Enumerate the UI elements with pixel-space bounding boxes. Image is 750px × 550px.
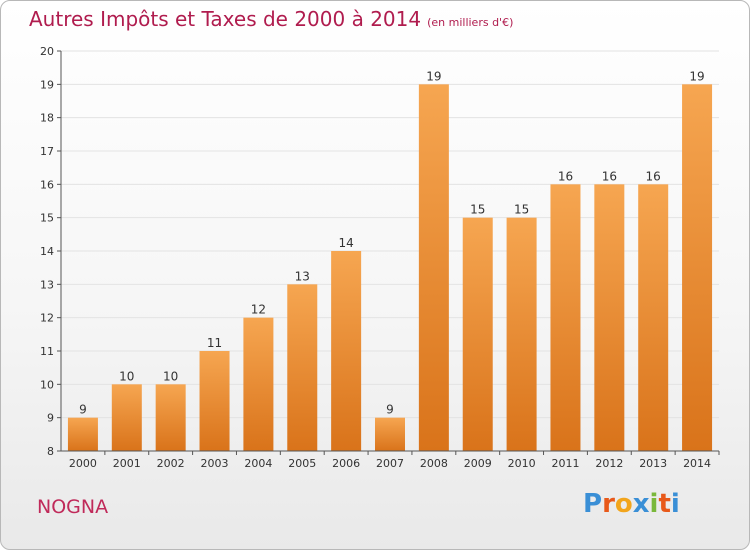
bar-data-label: 16 — [646, 169, 661, 183]
bar-data-label: 11 — [207, 336, 222, 350]
x-tick-label: 2009 — [464, 457, 492, 470]
x-tick-label: 2003 — [201, 457, 229, 470]
logo-letter: P — [583, 489, 603, 519]
y-tick-label: 12 — [40, 312, 54, 325]
y-tick-label: 17 — [40, 145, 54, 158]
data-labels: 9 10 10 11 12 13 14 9 19 15 15 16 16 16 19 — [79, 69, 705, 416]
bar — [243, 317, 274, 451]
bar — [199, 351, 230, 451]
y-tick-label: 9 — [47, 412, 54, 425]
bar-data-label: 9 — [386, 403, 394, 417]
logo-letter: r — [602, 489, 615, 519]
bar — [594, 184, 625, 452]
place-name: NOGNA — [37, 496, 109, 518]
bar — [550, 184, 581, 452]
logo-letter: t — [658, 489, 671, 519]
bar-data-label: 10 — [163, 369, 178, 383]
y-tick-label: 18 — [40, 112, 54, 125]
x-tick-labels: 2000 2001 2002 2003 2004 2005 2006 2007 2008 2009… — [69, 457, 711, 470]
bar — [111, 384, 142, 451]
y-tick-labels: 8 9 10 11 12 13 14 15 16 17 18 19 20 — [40, 45, 54, 458]
x-tick-label: 2001 — [113, 457, 141, 470]
bar — [67, 417, 98, 451]
x-tick-label: 2005 — [288, 457, 316, 470]
chart-subtitle: (en milliers d'€) — [427, 16, 514, 29]
x-tick-label: 2012 — [595, 457, 623, 470]
x-tick-label: 2011 — [551, 457, 579, 470]
bar — [375, 417, 405, 451]
logo-letter: i — [670, 489, 680, 519]
chart-title: Autres Impôts et Taxes de 2000 à 2014 (en… — [29, 7, 513, 31]
bar — [418, 84, 449, 451]
chart-title-text: Autres Impôts et Taxes de 2000 à 2014 — [29, 7, 422, 31]
x-tick-label: 2000 — [69, 457, 97, 470]
bar-data-label: 12 — [251, 303, 266, 317]
y-tick-label: 8 — [47, 445, 54, 458]
bars — [67, 84, 713, 452]
x-tick-label: 2007 — [376, 457, 404, 470]
axes — [57, 50, 720, 455]
proxiti-logo: Proxiti — [583, 489, 680, 519]
x-tick-label: 2006 — [332, 457, 360, 470]
bar-data-label: 15 — [514, 203, 529, 217]
x-tick-label: 2004 — [244, 457, 272, 470]
bar-data-label: 19 — [689, 69, 704, 83]
y-tick-label: 10 — [40, 378, 54, 391]
bar-data-label: 10 — [119, 369, 134, 383]
bar-data-label: 15 — [470, 203, 485, 217]
y-tick-label: 16 — [40, 178, 54, 191]
bar — [638, 184, 669, 452]
logo-letter: o — [614, 489, 633, 519]
logo-letter: i — [649, 489, 659, 519]
bar — [331, 251, 362, 451]
bar — [155, 384, 186, 451]
bar — [287, 284, 318, 451]
bar-data-label: 16 — [602, 169, 617, 183]
y-tick-label: 19 — [40, 78, 54, 91]
bar — [682, 84, 713, 451]
x-tick-label: 2008 — [420, 457, 448, 470]
bar-data-label: 19 — [426, 69, 441, 83]
bar — [506, 217, 537, 451]
x-tick-label: 2013 — [639, 457, 667, 470]
y-tick-label: 14 — [40, 245, 54, 258]
x-tick-label: 2010 — [508, 457, 536, 470]
x-tick-label: 2014 — [683, 457, 711, 470]
bar-data-label: 9 — [79, 403, 87, 417]
bar-data-label: 16 — [558, 169, 573, 183]
bar-data-label: 14 — [338, 236, 353, 250]
logo-letter: x — [632, 489, 650, 519]
y-tick-label: 13 — [40, 278, 54, 291]
bar — [462, 217, 493, 451]
y-tick-label: 15 — [40, 212, 54, 225]
x-tick-label: 2002 — [157, 457, 185, 470]
bar-data-label: 13 — [295, 269, 310, 283]
y-tick-label: 11 — [40, 345, 54, 358]
y-tick-label: 20 — [40, 45, 54, 58]
